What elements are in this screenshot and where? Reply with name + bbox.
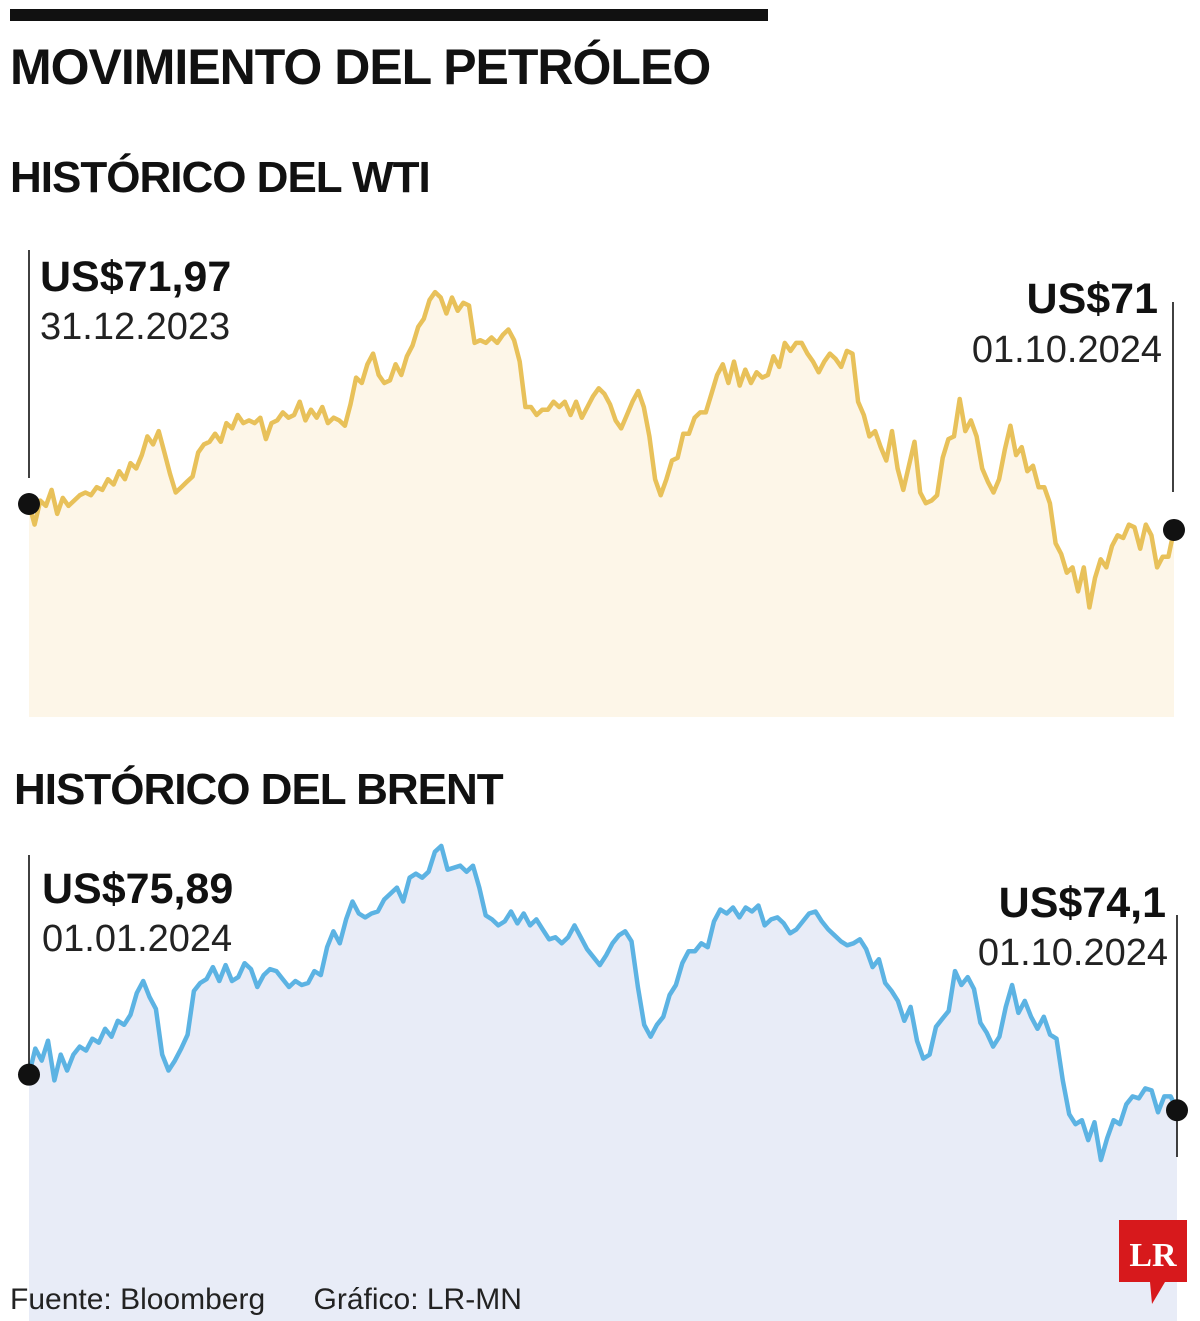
wti-start-marker [18,493,40,516]
wti-start-value: US$71,97 [40,253,231,301]
wti-end-date: 01.10.2024 [972,329,1162,371]
wti-line [26,289,1177,610]
wti-end-value: US$71 [1027,275,1158,323]
brent-start-value: US$75,89 [42,865,233,913]
wti-chart: US$71,97 31.12.2023 US$71 01.10.2024 [18,250,1185,717]
wti-end-marker [1163,518,1185,541]
brent-start-date: 01.01.2024 [42,918,232,960]
brent-start-marker [18,1063,40,1086]
brent-line [26,843,1180,1163]
footer: Fuente: Bloomberg Gráfico: LR-MN [10,1283,522,1317]
wti-area [29,292,1174,717]
brent-end-date: 01.10.2024 [978,932,1168,974]
brent-chart-title: HISTÓRICO DEL BRENT [14,765,504,814]
page-title: MOVIMIENTO DEL PETRÓLEO [10,39,711,95]
top-rule [10,9,768,21]
lr-logo: LR [1119,1220,1187,1304]
source-note: Fuente: Bloomberg [10,1283,266,1316]
logo-text: LR [1129,1237,1177,1274]
wti-start-date: 31.12.2023 [40,306,230,348]
credit-note: Gráfico: LR-MN [313,1283,522,1316]
brent-end-value: US$74,1 [999,879,1166,927]
brent-area [29,845,1177,1321]
wti-chart-title: HISTÓRICO DEL WTI [10,153,431,202]
brent-chart: US$75,89 01.01.2024 US$74,1 01.10.2024 [18,843,1188,1321]
brent-end-marker [1166,1099,1188,1122]
